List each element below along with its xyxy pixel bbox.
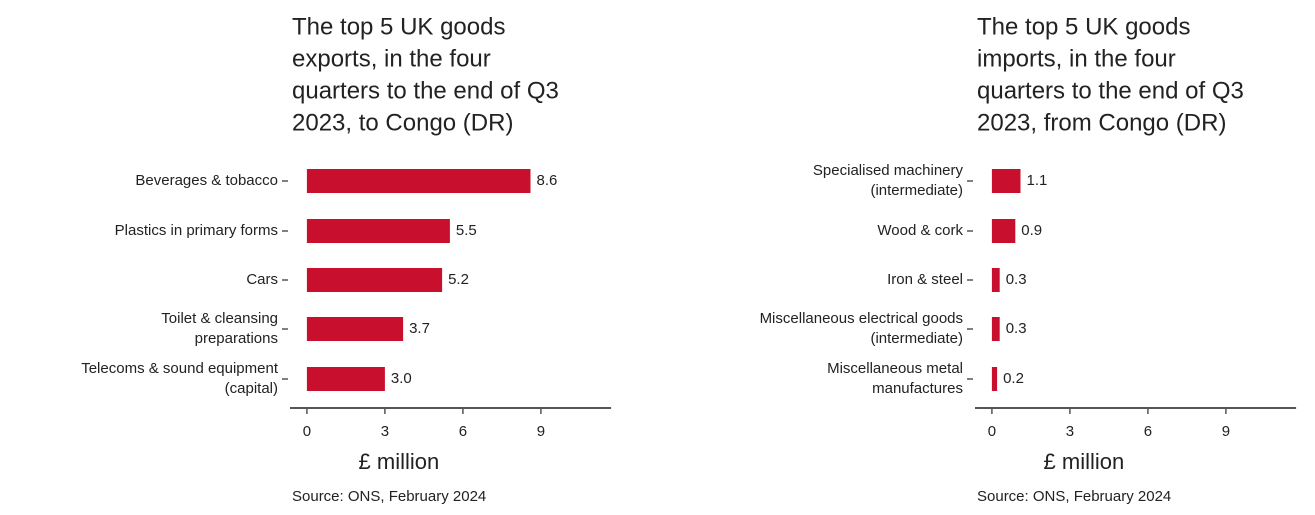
bar [306, 317, 404, 341]
value-label: 0.3 [1006, 271, 1027, 288]
y-tick-label: Beverages & tobacco [135, 172, 278, 189]
chart-title: The top 5 UK goods [977, 13, 1190, 40]
y-tick-label: Miscellaneous metal [827, 360, 963, 377]
value-label: 1.1 [1027, 172, 1048, 189]
bar [306, 219, 450, 243]
chart-title: quarters to the end of Q3 [977, 77, 1244, 104]
value-label: 5.5 [456, 222, 477, 239]
x-tick-label: 3 [381, 423, 389, 440]
x-tick-label: 9 [1222, 423, 1230, 440]
y-tick-label: (intermediate) [870, 330, 963, 347]
y-tick-label: (capital) [225, 380, 278, 397]
x-tick-label: 6 [459, 423, 467, 440]
chart-title: quarters to the end of Q3 [292, 77, 559, 104]
source: Source: ONS, February 2024 [977, 488, 1171, 505]
value-label: 5.2 [448, 271, 469, 288]
x-tick-label: 0 [988, 423, 996, 440]
chart-title: 2023, to Congo (DR) [292, 109, 513, 136]
y-tick-label: Plastics in primary forms [115, 222, 278, 239]
x-axis-label: £ million [1044, 449, 1125, 474]
bar [991, 169, 1021, 193]
y-tick-label: (intermediate) [870, 182, 963, 199]
chart-title: 2023, from Congo (DR) [977, 109, 1226, 136]
y-tick-label: Cars [246, 271, 278, 288]
value-label: 0.3 [1006, 320, 1027, 337]
bar [306, 169, 531, 193]
bar [991, 317, 1000, 341]
y-tick-label: preparations [195, 330, 278, 347]
x-tick-label: 9 [537, 423, 545, 440]
bar [991, 367, 998, 391]
y-tick-label: Iron & steel [887, 271, 963, 288]
y-tick-label: Specialised machinery [813, 162, 964, 179]
value-label: 0.9 [1021, 222, 1042, 239]
x-axis-label: £ million [359, 449, 440, 474]
x-tick-label: 3 [1066, 423, 1074, 440]
x-tick-label: 6 [1144, 423, 1152, 440]
y-tick-label: Toilet & cleansing [161, 310, 278, 327]
chart-title: exports, in the four [292, 45, 491, 72]
value-label: 0.2 [1003, 370, 1024, 387]
y-tick-label: Wood & cork [877, 222, 963, 239]
bar [306, 367, 385, 391]
y-tick-label: manufactures [872, 380, 963, 397]
bar [306, 268, 443, 292]
bar [991, 219, 1016, 243]
y-tick-label: Miscellaneous electrical goods [760, 310, 963, 327]
value-label: 3.7 [409, 320, 430, 337]
value-label: 8.6 [537, 172, 558, 189]
chart-title: The top 5 UK goods [292, 13, 505, 40]
bar [991, 268, 1000, 292]
source: Source: ONS, February 2024 [292, 488, 486, 505]
chart-title: imports, in the four [977, 45, 1176, 72]
x-tick-label: 0 [303, 423, 311, 440]
y-tick-label: Telecoms & sound equipment [81, 360, 279, 377]
value-label: 3.0 [391, 370, 412, 387]
